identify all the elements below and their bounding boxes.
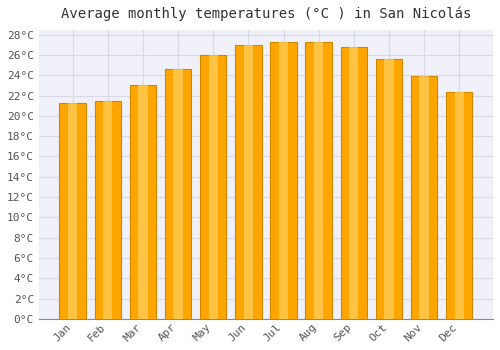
Bar xyxy=(208,55,218,319)
Bar xyxy=(103,100,113,319)
Bar xyxy=(165,69,191,319)
Bar xyxy=(94,100,121,319)
Bar xyxy=(454,92,464,319)
Bar xyxy=(138,85,147,319)
Bar xyxy=(235,45,262,319)
Bar xyxy=(130,85,156,319)
Bar xyxy=(376,59,402,319)
Bar xyxy=(446,92,472,319)
Bar xyxy=(200,55,226,319)
Bar xyxy=(314,42,324,319)
Bar xyxy=(174,69,182,319)
Bar xyxy=(420,76,428,319)
Bar xyxy=(411,76,438,319)
Bar xyxy=(384,59,394,319)
Bar xyxy=(244,45,253,319)
Bar xyxy=(270,42,296,319)
Title: Average monthly temperatures (°C ) in San Nicolás: Average monthly temperatures (°C ) in Sa… xyxy=(60,7,471,21)
Bar xyxy=(279,42,288,319)
Bar xyxy=(60,103,86,319)
Bar xyxy=(340,47,367,319)
Bar xyxy=(349,47,358,319)
Bar xyxy=(306,42,332,319)
Bar xyxy=(68,103,77,319)
